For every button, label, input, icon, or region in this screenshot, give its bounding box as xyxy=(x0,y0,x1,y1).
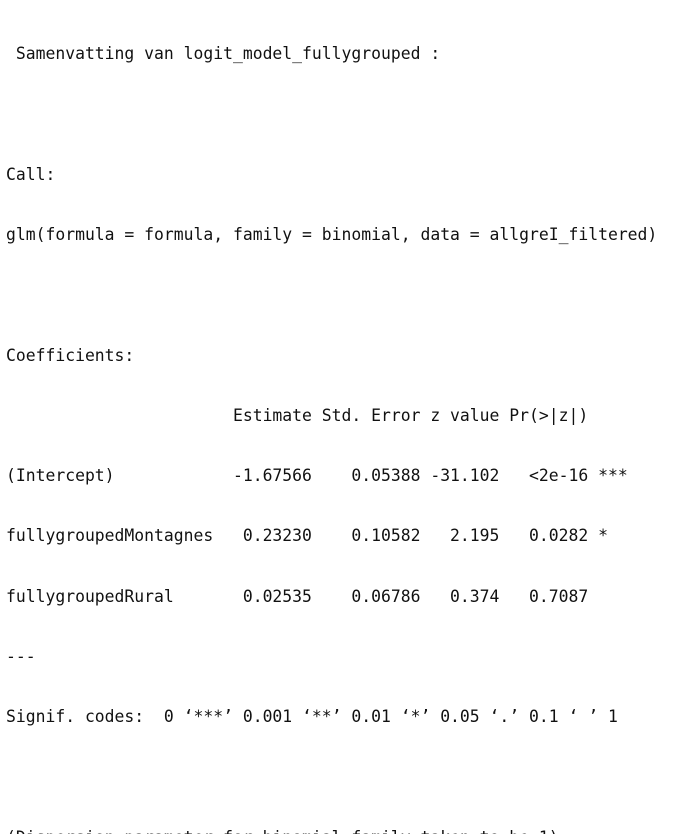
blank-line xyxy=(6,285,674,305)
coefficients-label: Coefficients: xyxy=(6,345,135,365)
coefficients-header-row: Estimate Std. Error z value Pr(>|z|) xyxy=(6,405,628,425)
r-console-output: Samenvatting van logit_model_fullygroupe… xyxy=(6,4,674,834)
blank-line xyxy=(6,768,674,788)
summary-header: Samenvatting van logit_model_fullygroupe… xyxy=(6,44,441,64)
coefficient-row-rural: fullygroupedRural 0.02535 0.06786 0.374 … xyxy=(6,586,628,606)
coefficient-row-montagnes: fullygroupedMontagnes 0.23230 0.10582 2.… xyxy=(6,526,628,546)
call-formula: glm(formula = formula, family = binomial… xyxy=(6,225,658,245)
dispersion-note: (Dispersion parameter for binomial famil… xyxy=(6,828,674,834)
separator-line: --- xyxy=(6,647,36,666)
blank-line xyxy=(6,104,674,124)
coefficient-row-intercept: (Intercept) -1.67566 0.05388 -31.102 <2e… xyxy=(6,466,628,486)
call-label: Call: xyxy=(6,164,56,184)
significance-codes: Signif. codes: 0 ‘***’ 0.001 ‘**’ 0.01 ‘… xyxy=(6,707,618,727)
